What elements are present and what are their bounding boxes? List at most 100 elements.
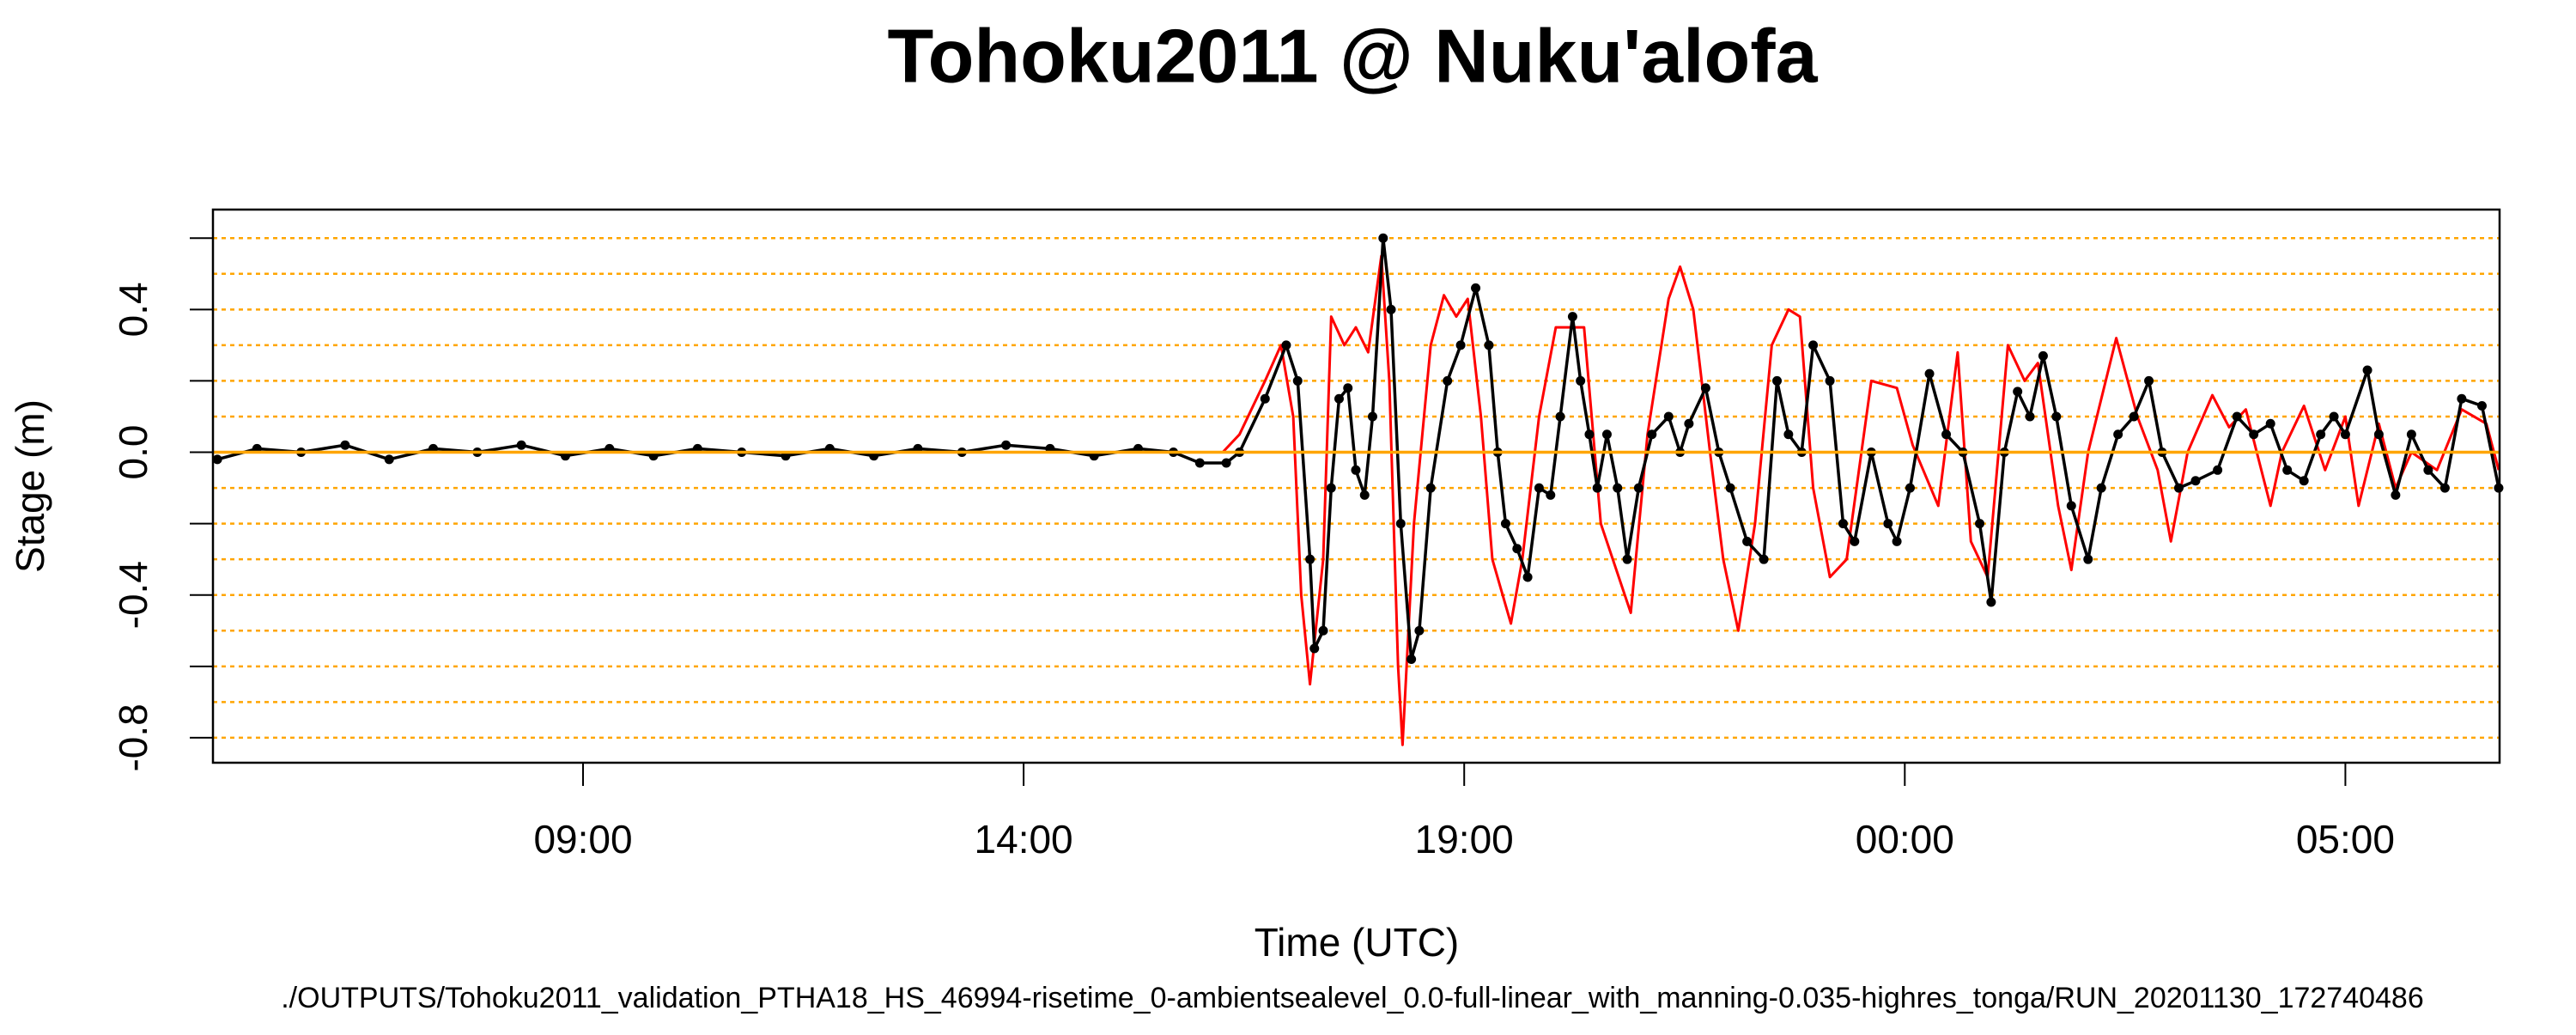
data-point (1534, 483, 1544, 493)
data-point (1292, 375, 1303, 386)
data-point (1892, 536, 1902, 546)
series-line (216, 236, 2500, 661)
data-point (1684, 418, 1694, 429)
data-point (1576, 375, 1586, 386)
y-tick-label: -0.8 (111, 703, 155, 771)
data-point (1783, 429, 1794, 440)
data-point (1522, 572, 1533, 582)
data-point (1367, 411, 1377, 422)
data-point (2249, 429, 2259, 440)
data-point (1825, 375, 1835, 386)
data-point (2439, 483, 2450, 493)
data-point (1001, 440, 1012, 450)
data-point (2406, 429, 2416, 440)
data-point (2373, 429, 2384, 440)
data-point (1484, 340, 1494, 350)
data-point (1759, 554, 1769, 564)
data-point (1395, 519, 1406, 529)
data-point (1883, 519, 1893, 529)
data-point (1975, 519, 1985, 529)
x-tick-label: 19:00 (1415, 817, 1514, 861)
data-point (1260, 393, 1270, 404)
x-tick-label: 14:00 (975, 817, 1073, 861)
data-point (1512, 544, 1522, 554)
data-point (2013, 387, 2023, 397)
x-tick-label: 00:00 (1856, 817, 1954, 861)
data-point (1838, 519, 1848, 529)
data-point (1351, 465, 1361, 475)
data-point (1546, 490, 1556, 500)
data-point (2051, 411, 2062, 422)
data-point (1986, 597, 1996, 607)
plot-frame (211, 208, 2501, 764)
data-point (1808, 340, 1819, 350)
data-point (1414, 625, 1425, 636)
data-point (1221, 458, 1231, 468)
chart-title: Tohoku2011 @ Nuku'alofa (887, 13, 1818, 98)
data-point (2232, 411, 2242, 422)
data-point (2316, 429, 2326, 440)
data-point (1633, 483, 1643, 493)
data-point (1406, 654, 1417, 665)
data-point (1443, 375, 1453, 386)
data-point (2038, 350, 2048, 361)
data-point (2282, 465, 2293, 475)
data-point (1613, 483, 1623, 493)
data-point (2096, 483, 2106, 493)
data-point (1455, 340, 1466, 350)
data-point (1194, 458, 1205, 468)
data-point (2457, 393, 2467, 404)
footnote: ./OUTPUTS/Tohoku2011_validation_PTHA18_H… (281, 982, 2424, 1014)
x-tick-label: 05:00 (2296, 817, 2395, 861)
data-point (1334, 393, 1344, 404)
y-tick-label: 0.4 (111, 282, 155, 337)
data-point (1941, 429, 1952, 440)
data-point (1725, 483, 1735, 493)
data-point (1905, 483, 1915, 493)
data-point (1305, 554, 1315, 564)
data-point (1471, 283, 1481, 293)
data-point (2265, 418, 2275, 429)
data-point (2213, 465, 2223, 475)
data-point (1663, 411, 1674, 422)
data-point (2144, 375, 2154, 386)
data-point (516, 440, 526, 450)
data-point (2362, 365, 2372, 375)
data-point (2190, 476, 2201, 486)
data-point (1601, 429, 1612, 440)
data-point (1343, 383, 1353, 393)
data-point (212, 454, 222, 465)
data-point (1326, 483, 1336, 493)
data-point (1592, 483, 1602, 493)
data-point (1281, 340, 1291, 350)
data-point (2066, 501, 2076, 511)
data-point (1850, 536, 1860, 546)
series-line (214, 254, 2500, 746)
data-point (1584, 429, 1595, 440)
data-point (1318, 625, 1328, 636)
data-point (1924, 368, 1935, 379)
data-point (1742, 536, 1753, 546)
x-tick-label: 09:00 (533, 817, 632, 861)
data-point (2391, 490, 2401, 500)
data-point (1622, 554, 1632, 564)
data-point (2476, 401, 2487, 411)
data-point (1555, 411, 1565, 422)
y-tick-label: 0.0 (111, 425, 155, 480)
data-point (1647, 429, 1657, 440)
y-tick-label: -0.4 (111, 561, 155, 629)
data-point (2025, 411, 2035, 422)
x-axis-label: Time (UTC) (1255, 920, 1459, 965)
data-point (1378, 233, 1388, 243)
data-point (1567, 312, 1577, 322)
data-point (2083, 554, 2093, 564)
data-point (2129, 411, 2139, 422)
data-point (2329, 411, 2339, 422)
data-point (2173, 483, 2184, 493)
data-point (1359, 490, 1370, 500)
data-point (384, 454, 394, 465)
data-point (1772, 375, 1783, 386)
data-point (1386, 304, 1396, 314)
data-point (340, 440, 350, 450)
